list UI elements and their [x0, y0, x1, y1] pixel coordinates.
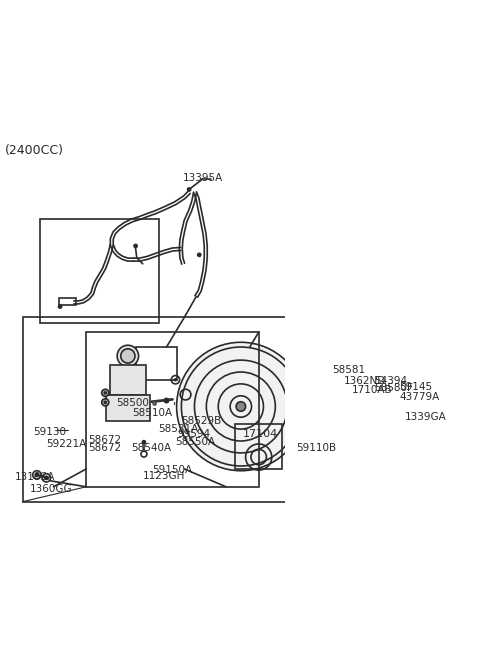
Circle shape [319, 369, 324, 373]
Text: (2400CC): (2400CC) [5, 144, 64, 157]
Text: 1339GA: 1339GA [404, 413, 446, 422]
Text: 17104: 17104 [242, 429, 278, 439]
Text: 59145: 59145 [400, 382, 433, 392]
Text: 1362ND: 1362ND [344, 376, 386, 386]
Bar [86, 332, 259, 487]
Text: 59110B: 59110B [296, 443, 336, 453]
Circle shape [117, 345, 139, 367]
Bar [135, 347, 177, 380]
Circle shape [102, 389, 109, 396]
Circle shape [197, 253, 202, 257]
Circle shape [236, 401, 246, 411]
Circle shape [102, 399, 109, 406]
Circle shape [142, 440, 146, 445]
Text: 1123GH: 1123GH [143, 471, 185, 481]
Text: 58672: 58672 [88, 435, 121, 445]
Circle shape [303, 369, 305, 372]
Circle shape [121, 349, 135, 363]
Text: 58531A: 58531A [158, 424, 198, 434]
Circle shape [316, 393, 320, 396]
Text: 58500: 58500 [116, 398, 149, 407]
Circle shape [301, 449, 306, 453]
Circle shape [164, 398, 169, 403]
Text: 54394: 54394 [375, 376, 408, 386]
Text: 59150A: 59150A [152, 465, 192, 475]
Text: 1310SA: 1310SA [15, 472, 55, 482]
Text: 1710AB: 1710AB [352, 385, 393, 395]
Circle shape [301, 359, 306, 364]
Text: 58581: 58581 [332, 365, 365, 375]
Text: 1360GG: 1360GG [30, 484, 72, 494]
Bar [235, 424, 282, 469]
Text: 58510A: 58510A [132, 407, 172, 418]
Bar [40, 219, 159, 323]
Bar [60, 298, 76, 305]
Text: 59130: 59130 [33, 427, 66, 438]
Bar [23, 318, 287, 502]
Circle shape [331, 344, 336, 350]
Text: 58580F: 58580F [375, 382, 414, 393]
Circle shape [334, 356, 338, 359]
Circle shape [133, 243, 138, 249]
Text: 43779A: 43779A [400, 392, 440, 401]
Circle shape [152, 401, 157, 406]
Circle shape [303, 440, 305, 442]
Circle shape [187, 187, 192, 192]
Text: 58540A: 58540A [131, 443, 171, 453]
Bar [106, 395, 150, 421]
Circle shape [174, 378, 177, 382]
Circle shape [104, 401, 107, 404]
Bar [294, 356, 313, 457]
Circle shape [35, 472, 39, 478]
Text: 99594: 99594 [177, 429, 210, 439]
Text: 58529B: 58529B [181, 416, 222, 426]
Circle shape [44, 476, 49, 480]
Text: 59221A: 59221A [47, 440, 86, 449]
Text: 58550A: 58550A [175, 438, 216, 447]
Circle shape [177, 342, 305, 471]
Circle shape [58, 304, 62, 309]
Text: 58672: 58672 [88, 443, 121, 453]
Text: 13395A: 13395A [183, 173, 223, 184]
Bar [110, 365, 146, 395]
Circle shape [104, 391, 107, 395]
